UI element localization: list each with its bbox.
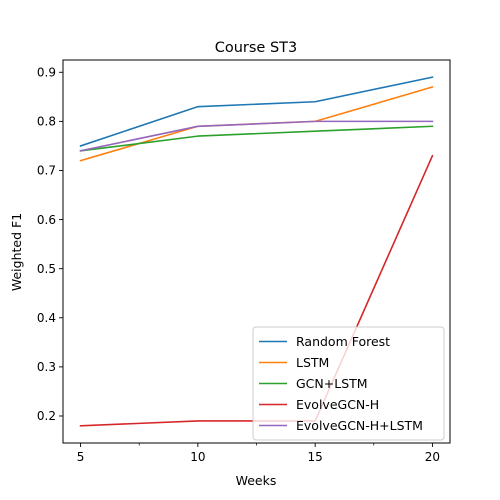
legend-label-3: EvolveGCN-H <box>296 397 379 412</box>
series-line-4 <box>79 120 434 152</box>
y-tick-label: 0.2 <box>37 409 56 423</box>
y-axis-label: Weighted F1 <box>9 213 24 291</box>
series-line-0 <box>79 76 434 147</box>
y-tick-label: 0.9 <box>37 65 56 79</box>
y-tick-label: 0.3 <box>37 360 56 374</box>
legend-label-2: GCN+LSTM <box>296 376 368 391</box>
x-tick-label: 10 <box>190 450 205 464</box>
series-line-2 <box>79 125 434 152</box>
y-tick-label: 0.4 <box>37 311 56 325</box>
y-tick-label: 0.5 <box>37 262 56 276</box>
ticks-layer: 5 10 15 20 0.2 0.3 0.4 0.5 0.6 0.7 0.8 0.9 <box>37 65 440 464</box>
legend-label-1: LSTM <box>296 355 329 370</box>
y-tick-label: 0.6 <box>37 213 56 227</box>
x-tick-label: 15 <box>307 450 322 464</box>
legend: Random Forest LSTM GCN+LSTM EvolveGCN-H Evol… <box>252 326 445 441</box>
legend-label-0: Random Forest <box>296 334 390 349</box>
legend-label-4: EvolveGCN-H+LSTM <box>296 418 423 433</box>
x-axis-label: Weeks <box>236 473 277 488</box>
plot-frame <box>62 59 451 444</box>
legend-box <box>252 326 445 441</box>
x-tick-label: 5 <box>77 450 85 464</box>
chart-title: Course ST3 <box>215 40 298 56</box>
y-tick-label: 0.8 <box>37 115 56 129</box>
y-tick-label: 0.7 <box>37 164 56 178</box>
x-tick-label: 20 <box>425 450 440 464</box>
